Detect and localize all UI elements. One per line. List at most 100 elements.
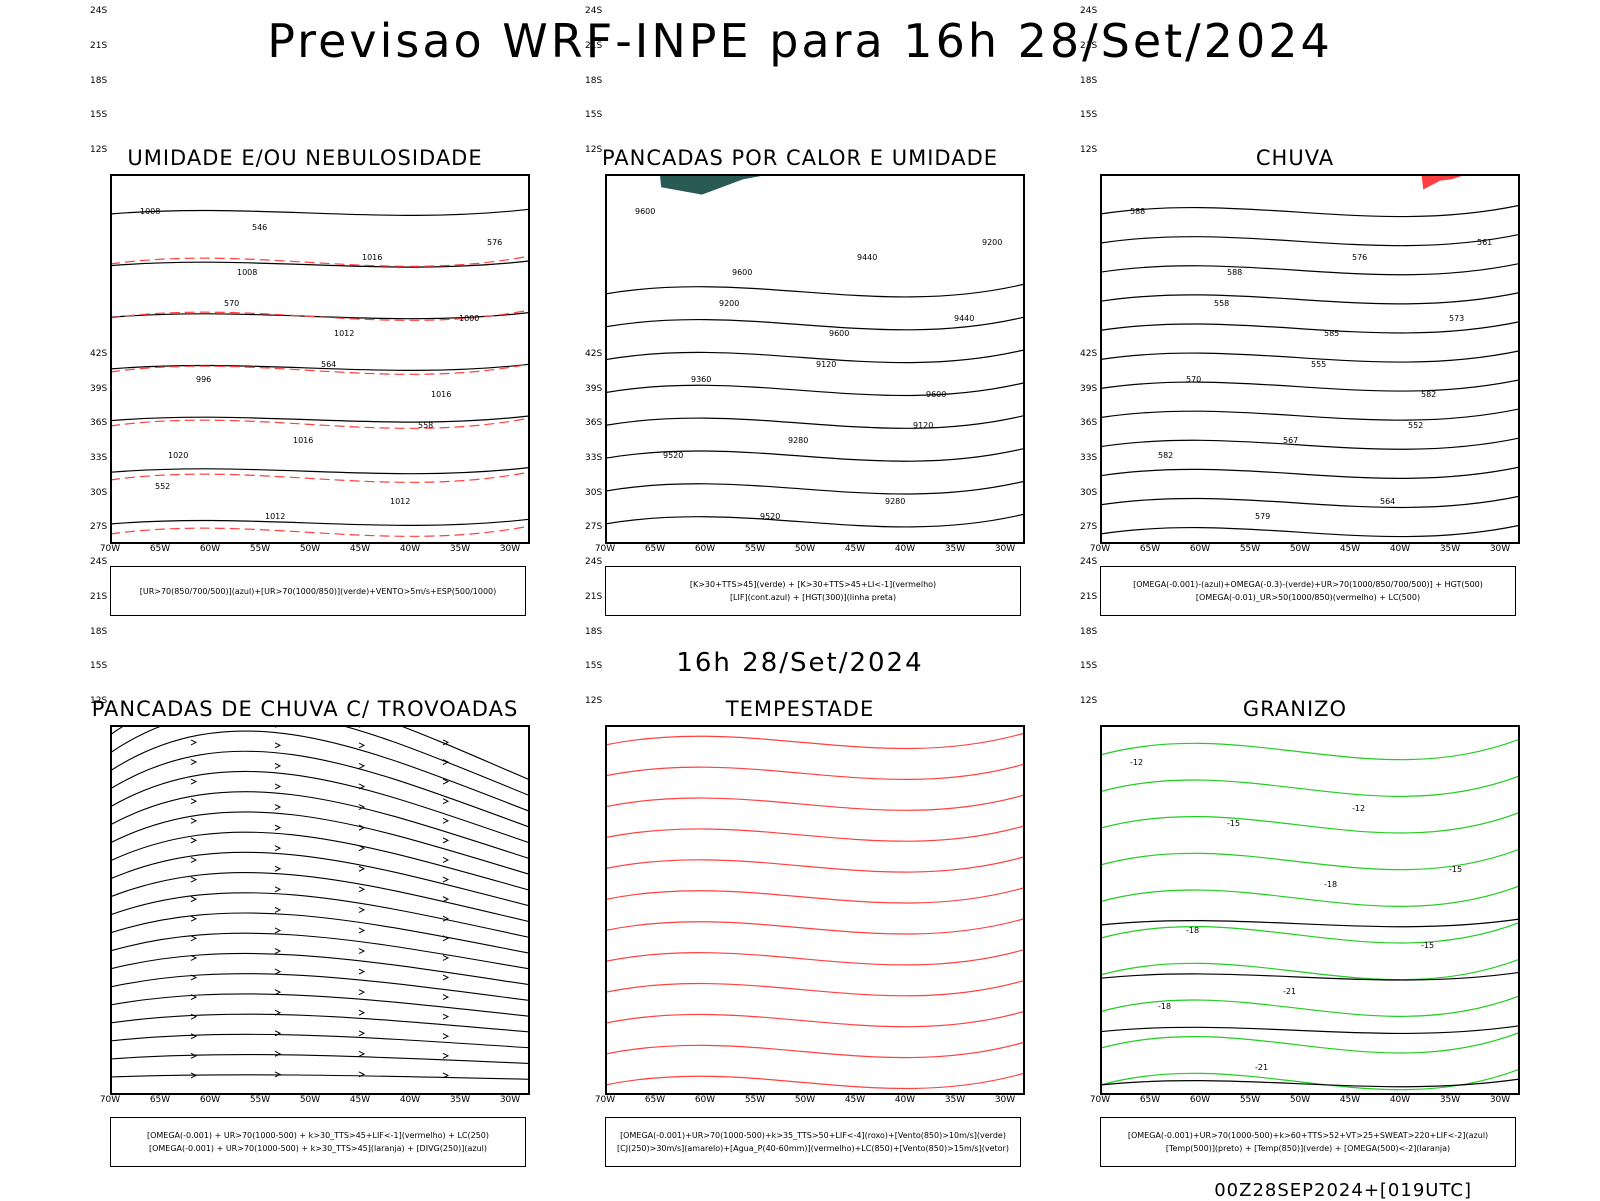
contour-label: 1016 bbox=[293, 436, 313, 445]
lat-label: 33S bbox=[585, 453, 602, 463]
lon-label: 35W bbox=[945, 1095, 965, 1105]
contour-label: -12 bbox=[1130, 758, 1143, 767]
legend-box: [UR>70(850/700/500)](azul)+[UR>70(1000/8… bbox=[110, 566, 526, 616]
contour-label: 567 bbox=[1283, 436, 1298, 445]
panel-title: PANCADAS DE CHUVA C/ TROVOADAS bbox=[70, 697, 540, 721]
contour-label: 552 bbox=[1408, 421, 1423, 430]
map-svg bbox=[110, 725, 530, 1095]
contour-label: -21 bbox=[1283, 987, 1296, 996]
lat-label: 15S bbox=[90, 661, 107, 671]
contour-label: -18 bbox=[1186, 926, 1199, 935]
contour-label: -18 bbox=[1324, 880, 1337, 889]
map-area bbox=[605, 725, 1025, 1095]
legend-line: [LIF](cont.azul) + [HGT(300)](linha pret… bbox=[730, 591, 896, 604]
panel-title: UMIDADE E/OU NEBULOSIDADE bbox=[70, 146, 540, 170]
lon-label: 40W bbox=[400, 544, 420, 554]
lat-label: 36S bbox=[90, 418, 107, 428]
contour-label: 582 bbox=[1158, 451, 1173, 460]
contour-label: -12 bbox=[1352, 804, 1365, 813]
lon-label: 55W bbox=[745, 544, 765, 554]
valid-time-title: 16h 28/Set/2024 bbox=[0, 648, 1600, 678]
main-title: Previsao WRF-INPE para 16h 28/Set/2024 bbox=[0, 14, 1600, 68]
lat-label: 27S bbox=[90, 522, 107, 532]
lat-label: 15S bbox=[90, 110, 107, 120]
lat-label: 30S bbox=[90, 488, 107, 498]
contour-label: 9200 bbox=[719, 299, 739, 308]
contour-label: 552 bbox=[155, 482, 170, 491]
lat-label: 24S bbox=[585, 6, 602, 16]
contour-label: 570 bbox=[224, 299, 239, 308]
lon-label: 50W bbox=[300, 1095, 320, 1105]
contour-label: 585 bbox=[1324, 329, 1339, 338]
contour-label: -15 bbox=[1421, 941, 1434, 950]
lat-label: 39S bbox=[90, 384, 107, 394]
lat-label: 18S bbox=[1080, 627, 1097, 637]
panel-title: CHUVA bbox=[1060, 146, 1530, 170]
lon-label: 60W bbox=[1190, 1095, 1210, 1105]
contour-label: 582 bbox=[1421, 390, 1436, 399]
legend-line: [OMEGA(-0.001)+UR>70(1000-500)+k>60+TTS>… bbox=[1128, 1129, 1488, 1142]
lon-label: 50W bbox=[795, 1095, 815, 1105]
contour-label: 9280 bbox=[788, 436, 808, 445]
lon-label: 40W bbox=[895, 544, 915, 554]
lon-label: 60W bbox=[200, 1095, 220, 1105]
lon-label: 65W bbox=[645, 1095, 665, 1105]
contour-label: -15 bbox=[1449, 865, 1462, 874]
lon-label: 35W bbox=[450, 1095, 470, 1105]
lat-label: 42S bbox=[90, 349, 107, 359]
lat-label: 33S bbox=[1080, 453, 1097, 463]
lat-label: 21S bbox=[90, 592, 107, 602]
contour-label: 561 bbox=[1477, 238, 1492, 247]
lon-label: 55W bbox=[1240, 1095, 1260, 1105]
contour-label: 9600 bbox=[635, 207, 655, 216]
contour-label: -15 bbox=[1227, 819, 1240, 828]
contour-label: -18 bbox=[1158, 1002, 1171, 1011]
contour-label: 564 bbox=[1380, 497, 1395, 506]
contour-label: 9440 bbox=[954, 314, 974, 323]
lat-label: 24S bbox=[90, 6, 107, 16]
contour-label: 1012 bbox=[265, 512, 285, 521]
lat-label: 12S bbox=[585, 145, 602, 155]
map-svg: -12-15-18-15-18-21-12-15-18-21 bbox=[1100, 725, 1520, 1095]
lat-label: 24S bbox=[585, 557, 602, 567]
panel-title: TEMPESTADE bbox=[565, 697, 1035, 721]
lon-label: 70W bbox=[595, 1095, 615, 1105]
contour-label: 996 bbox=[196, 375, 211, 384]
lat-label: 39S bbox=[1080, 384, 1097, 394]
lat-label: 30S bbox=[1080, 488, 1097, 498]
legend-line: [OMEGA(-0.001) + UR>70(1000-500) + k>30_… bbox=[147, 1129, 489, 1142]
legend-box: [OMEGA(-0.001)+UR>70(1000-500)+k>35_TTS>… bbox=[605, 1117, 1021, 1167]
map-background bbox=[1100, 725, 1520, 1095]
lat-label: 30S bbox=[585, 488, 602, 498]
contour-label: 9360 bbox=[691, 375, 711, 384]
contour-label: 570 bbox=[1186, 375, 1201, 384]
lat-label: 21S bbox=[585, 592, 602, 602]
lon-label: 60W bbox=[1190, 544, 1210, 554]
map-panel-3: CHUVA12S15S18S21S24S27S30S33S36S39S42S70… bbox=[1060, 146, 1530, 626]
contour-label: 564 bbox=[321, 360, 336, 369]
legend-box: [OMEGA(-0.001) + UR>70(1000-500) + k>30_… bbox=[110, 1117, 526, 1167]
legend-line: [Temp(500)](preto) + [Temp(850)](verde) … bbox=[1166, 1142, 1450, 1155]
lat-label: 12S bbox=[585, 696, 602, 706]
lat-label: 33S bbox=[90, 453, 107, 463]
lat-label: 42S bbox=[585, 349, 602, 359]
contour-label: 9600 bbox=[926, 390, 946, 399]
contour-label: 1016 bbox=[362, 253, 382, 262]
map-background bbox=[605, 725, 1025, 1095]
lat-label: 21S bbox=[585, 41, 602, 51]
lon-label: 60W bbox=[200, 544, 220, 554]
lat-label: 18S bbox=[585, 76, 602, 86]
lon-label: 55W bbox=[250, 1095, 270, 1105]
lat-label: 27S bbox=[585, 522, 602, 532]
lon-label: 45W bbox=[350, 1095, 370, 1105]
legend-line: [UR>70(850/700/500)](azul)+[UR>70(1000/8… bbox=[140, 585, 497, 598]
contour-label: 9280 bbox=[885, 497, 905, 506]
map-area bbox=[110, 725, 530, 1095]
lon-label: 45W bbox=[350, 544, 370, 554]
lon-label: 70W bbox=[595, 544, 615, 554]
legend-box: [OMEGA(-0.001)-(azul)+OMEGA(-0.3)-(verde… bbox=[1100, 566, 1516, 616]
lon-label: 65W bbox=[645, 544, 665, 554]
